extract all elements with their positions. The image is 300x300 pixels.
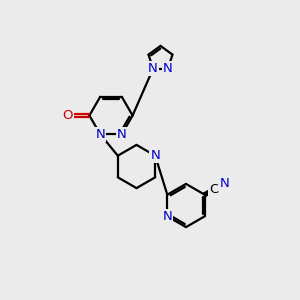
Text: N: N <box>219 177 229 190</box>
Text: C: C <box>209 183 218 196</box>
Text: N: N <box>117 128 127 141</box>
Text: N: N <box>148 62 158 75</box>
Text: O: O <box>63 109 73 122</box>
Text: N: N <box>150 149 160 162</box>
Text: N: N <box>95 128 105 141</box>
Text: N: N <box>163 62 173 75</box>
Text: N: N <box>162 210 172 223</box>
